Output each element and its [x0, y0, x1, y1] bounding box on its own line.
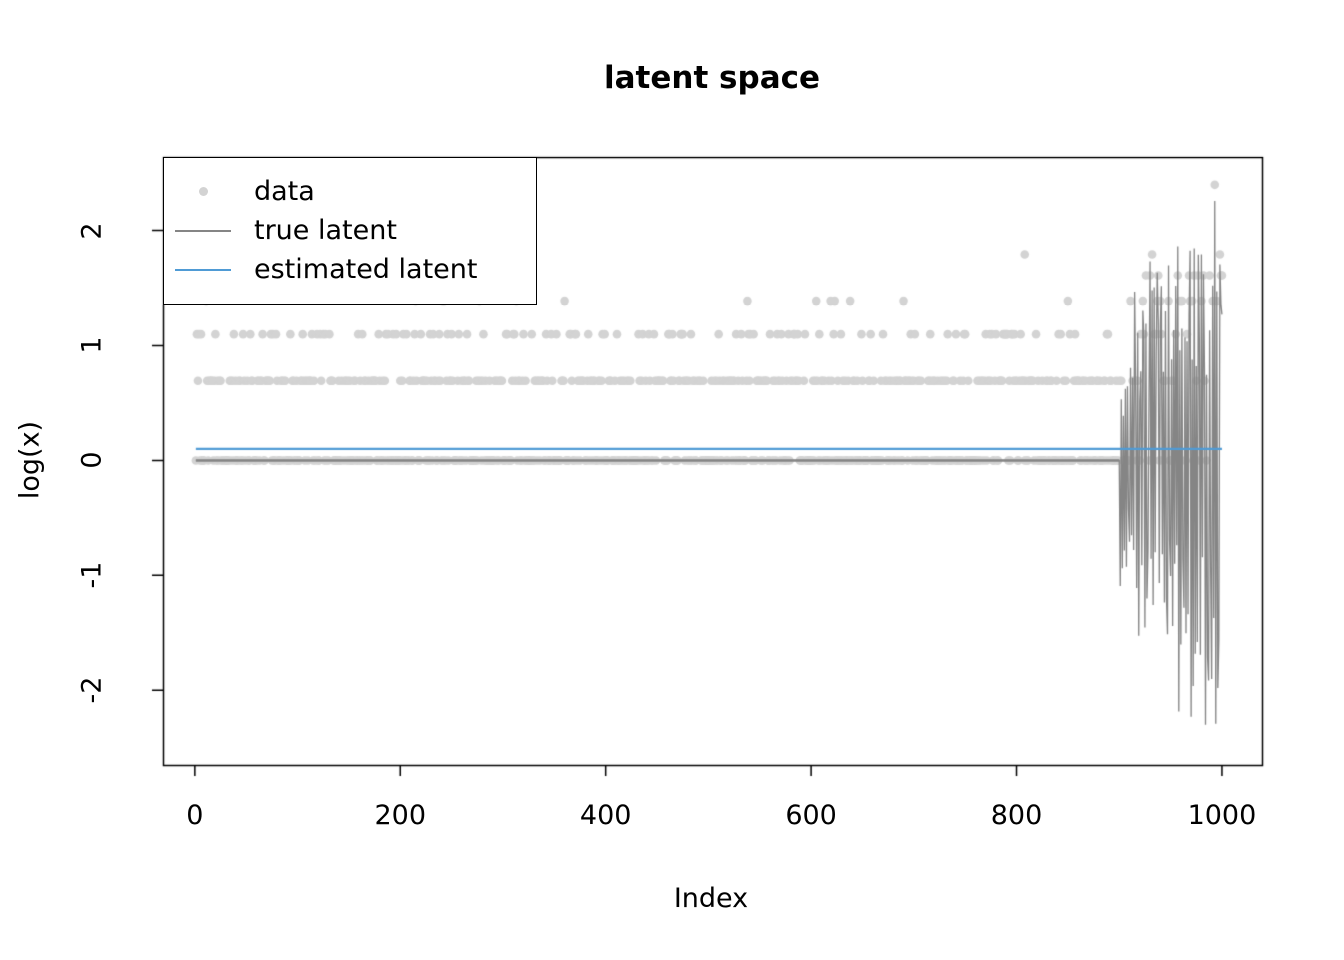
legend-label-estimated-latent: estimated latent	[254, 254, 478, 285]
x-tick-label: 200	[374, 800, 427, 831]
y-tick-label: 0	[76, 451, 108, 470]
data-point-symbol	[164, 187, 242, 196]
legend-row: estimated latent	[164, 250, 536, 289]
legend-row: true latent	[164, 211, 536, 250]
legend-label-data: data	[254, 176, 315, 207]
y-tick-label: -1	[76, 561, 108, 589]
y-tick-label: -2	[76, 676, 108, 704]
true-latent-line-symbol	[164, 229, 242, 232]
x-tick-label: 0	[186, 800, 204, 831]
x-tick-label: 600	[785, 800, 837, 831]
x-tick-label: 800	[990, 800, 1043, 831]
legend-label-true-latent: true latent	[254, 215, 397, 246]
y-tick-label: 2	[76, 221, 108, 240]
estimated-latent-line-symbol	[164, 268, 242, 271]
y-axis-label: log(x)	[14, 420, 46, 500]
chart-title: latent space	[603, 60, 821, 96]
y-tick-label: 1	[76, 336, 108, 355]
legend: data true latent estimated latent	[163, 157, 537, 305]
x-tick-label: 1000	[1187, 800, 1257, 831]
x-tick-label: 400	[579, 800, 632, 831]
x-axis-label: Index	[673, 883, 749, 914]
legend-row: data	[164, 172, 536, 211]
